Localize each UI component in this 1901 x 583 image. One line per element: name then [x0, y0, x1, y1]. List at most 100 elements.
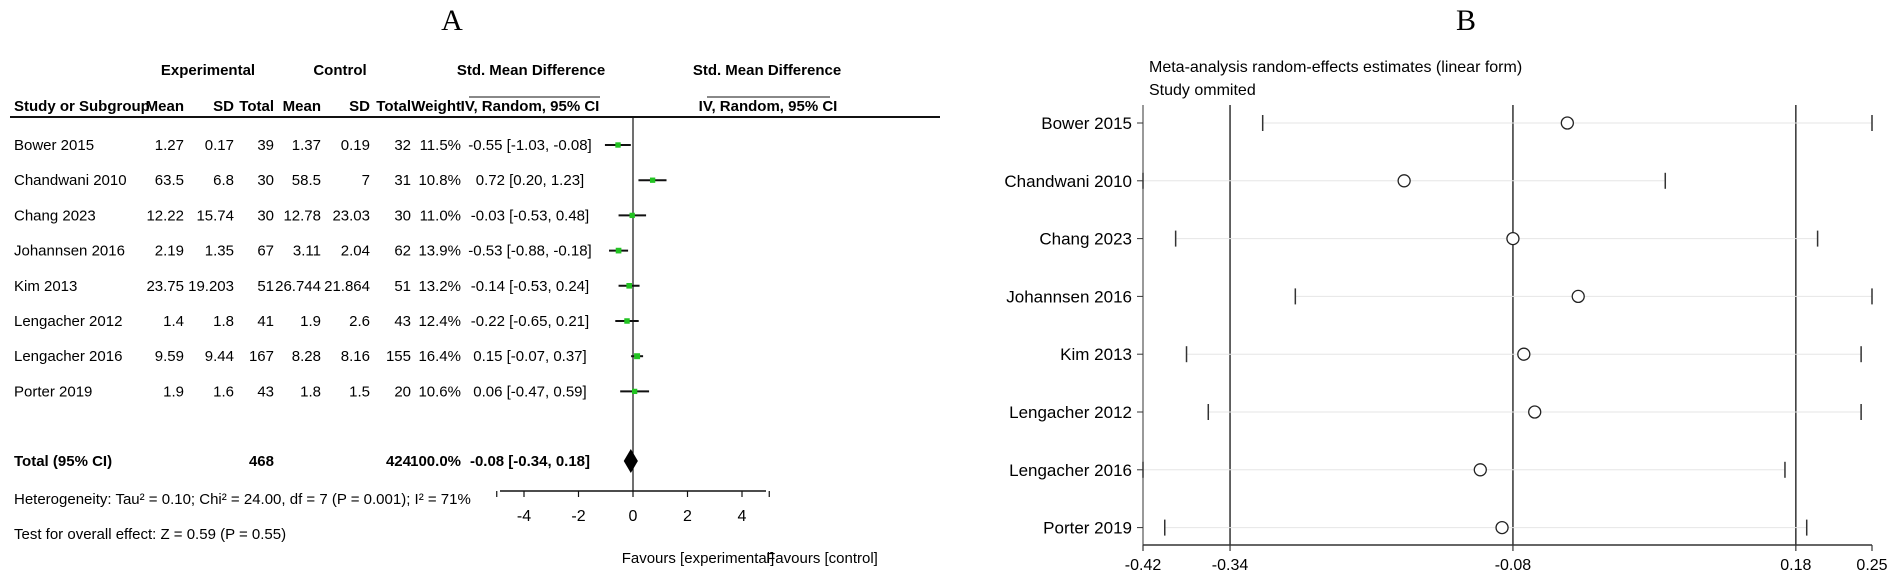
col-sd-e: SD [213, 98, 234, 115]
cell-weight: 13.9% [418, 243, 461, 260]
cell-study: Johannsen 2016 [14, 243, 125, 260]
cell-study: Chang 2023 [14, 207, 96, 224]
cell-sd-c: 2.6 [349, 313, 370, 330]
total-c: 424 [386, 453, 412, 470]
cell-mean-c: 26.744 [275, 278, 321, 295]
sens-study-label: Chandwani 2010 [1004, 172, 1132, 191]
sens-study-label: Lengacher 2016 [1009, 461, 1132, 480]
cell-weight: 16.4% [418, 348, 461, 365]
cell-total-e: 30 [257, 172, 274, 189]
cell-ci: -0.22 [-0.65, 0.21] [471, 313, 589, 330]
cell-mean-e: 9.59 [155, 348, 184, 365]
cell-weight: 11.5% [420, 137, 461, 154]
cell-total-e: 67 [257, 243, 274, 260]
study-effect-marker [626, 283, 632, 289]
sens-study-label: Porter 2019 [1043, 519, 1132, 538]
cell-sd-e: 1.35 [205, 243, 234, 260]
table-row: Lengacher 2012 1.4 1.8 41 1.9 2.6 43 12.4% -0.22… [14, 313, 589, 330]
sens-study-label: Chang 2023 [1039, 230, 1132, 249]
cell-study: Kim 2013 [14, 278, 77, 295]
sens-study-label: Bower 2015 [1041, 114, 1132, 133]
cell-sd-e: 1.6 [213, 383, 234, 400]
cell-total-c: 155 [386, 348, 411, 365]
forest-x-tick-label: -4 [517, 508, 531, 525]
table-row: Kim 2013 23.75 19.203 51 26.744 21.864 51 13.2%… [14, 278, 589, 295]
sens-estimate-point [1560, 116, 1574, 130]
cell-study: Lengacher 2016 [14, 348, 122, 365]
cell-mean-e: 63.5 [155, 172, 184, 189]
sens-x-tick-label: -0.08 [1495, 557, 1532, 574]
col-mean-e: Mean [146, 98, 184, 115]
cell-study: Chandwani 2010 [14, 172, 127, 189]
study-effect-marker [631, 388, 638, 395]
col-total-c: Total [376, 98, 411, 115]
sens-estimate-point [1517, 347, 1531, 361]
col-ci-plot: IV, Random, 95% CI [699, 98, 838, 115]
favours-control: Favours [control] [766, 550, 878, 567]
sens-estimate-point [1528, 405, 1542, 419]
cell-study: Bower 2015 [14, 137, 94, 154]
cell-mean-c: 3.11 [293, 243, 321, 260]
study-effect-marker [629, 212, 635, 219]
col-ci: IV, Random, 95% CI [461, 98, 600, 115]
sens-estimate-point [1571, 289, 1585, 304]
header-control: Control [313, 62, 366, 79]
cell-study: Porter 2019 [14, 383, 92, 400]
sens-study-label: Lengacher 2012 [1009, 403, 1132, 422]
cell-mean-e: 23.75 [146, 278, 184, 295]
header-smd-plot: Std. Mean Difference [693, 62, 841, 79]
total-weight: 100.0% [410, 453, 461, 470]
forest-plot: -4 -2 0 2 4 [496, 118, 770, 525]
cell-mean-e: 12.22 [146, 207, 184, 224]
cell-mean-e: 1.9 [163, 383, 184, 400]
cell-sd-c: 0.19 [341, 137, 370, 154]
sens-estimate-point [1397, 174, 1411, 188]
cell-mean-c: 12.78 [283, 207, 321, 224]
sens-study-label: Kim 2013 [1060, 345, 1132, 364]
forest-table-header: Experimental Control Std. Mean Differenc… [14, 62, 841, 115]
table-row: Bower 2015 1.27 0.17 39 1.37 0.19 32 11.5% -0.55… [14, 137, 592, 154]
cell-total-e: 167 [249, 348, 274, 365]
cell-weight: 13.2% [418, 278, 461, 295]
sens-estimate-point [1495, 520, 1509, 535]
cell-sd-e: 9.44 [205, 348, 234, 365]
cell-ci: 0.06 [-0.47, 0.59] [473, 383, 586, 400]
study-effect-marker [634, 353, 641, 360]
cell-weight: 11.0% [420, 207, 461, 224]
sensitivity-title: Meta-analysis random-effects estimates (… [1149, 59, 1522, 76]
overall-effect-text: Test for overall effect: Z = 0.59 (P = 0… [14, 526, 286, 543]
cell-sd-e: 15.74 [196, 207, 234, 224]
header-smd: Std. Mean Difference [457, 62, 605, 79]
cell-study: Lengacher 2012 [14, 313, 122, 330]
favours-experimental: Favours [experimental] [622, 550, 775, 567]
cell-ci: 0.72 [0.20, 1.23] [476, 172, 584, 189]
cell-mean-c: 1.9 [300, 313, 321, 330]
forest-x-tick-label: 2 [683, 508, 692, 525]
sensitivity-subtitle: Study ommited [1149, 82, 1256, 99]
cell-ci: -0.14 [-0.53, 0.24] [471, 278, 589, 295]
cell-total-c: 32 [394, 137, 411, 154]
heterogeneity-text: Heterogeneity: Tau² = 0.10; Chi² = 24.00… [14, 491, 471, 508]
study-effect-marker [649, 177, 656, 183]
cell-sd-c: 2.04 [341, 243, 370, 260]
table-row: Johannsen 2016 2.19 1.35 67 3.11 2.04 62 13.9% -… [14, 243, 592, 260]
cell-ci: -0.53 [-0.88, -0.18] [468, 243, 591, 260]
table-row: Lengacher 2016 9.59 9.44 167 8.28 8.16 155 16.4… [14, 348, 587, 365]
sens-x-tick-label: -0.42 [1125, 557, 1162, 574]
table-row: Chandwani 2010 63.5 6.8 30 58.5 7 31 10.8% 0.72 … [14, 172, 584, 189]
forest-rows: Bower 2015 1.27 0.17 39 1.37 0.19 32 11.5% -0.55… [14, 137, 592, 400]
cell-sd-c: 7 [362, 172, 370, 189]
forest-x-tick-label: 4 [738, 508, 747, 525]
total-label: Total (95% CI) [14, 453, 112, 470]
cell-weight: 12.4% [418, 313, 461, 330]
cell-total-e: 39 [257, 137, 274, 154]
col-total-e: Total [239, 98, 274, 115]
study-effect-marker [615, 142, 621, 148]
sens-x-tick-label: 0.18 [1780, 557, 1811, 574]
col-study: Study or Subgroup [14, 98, 150, 115]
forest-x-tick-label: -2 [571, 508, 585, 525]
panel-a-label: A [441, 4, 463, 37]
cell-mean-c: 58.5 [292, 172, 321, 189]
